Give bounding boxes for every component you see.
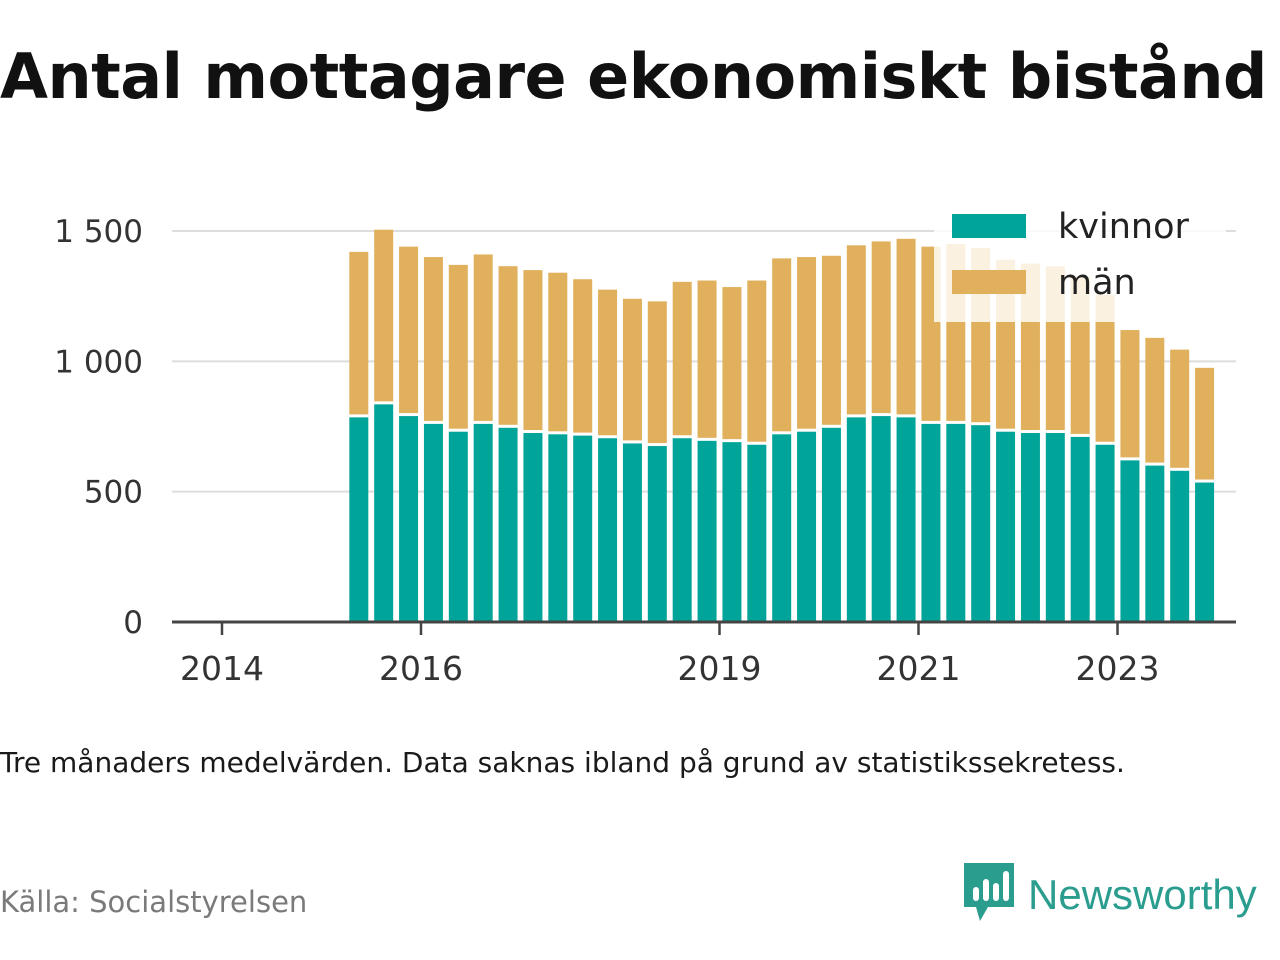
bar-man [647, 301, 667, 444]
bar-man [871, 241, 891, 414]
bar-kvinnor [797, 431, 817, 622]
x-tick-label: 2016 [379, 649, 463, 688]
bar-kvinnor [548, 434, 568, 622]
bar-kvinnor [1095, 444, 1115, 622]
bar-kvinnor [1020, 433, 1040, 622]
bar-kvinnor [622, 443, 642, 622]
bar-kvinnor [747, 444, 767, 622]
bar-kvinnor [772, 434, 792, 622]
bar-kvinnor [647, 446, 667, 622]
bar-man [1145, 337, 1165, 463]
bar-kvinnor [996, 431, 1016, 622]
brand-logo[interactable]: Newsworthy [964, 863, 1257, 927]
bars [349, 229, 1215, 622]
bar-kvinnor [374, 404, 394, 622]
bar-kvinnor [1195, 482, 1215, 622]
bar-kvinnor [473, 423, 493, 622]
bar-man [399, 246, 419, 414]
bar-man [548, 272, 568, 432]
source-text: Källa: Socialstyrelsen [0, 885, 308, 919]
chart-title: Antal mottagare ekonomiskt bistånd [0, 40, 1267, 113]
bar-man [448, 264, 468, 429]
bar-kvinnor [349, 417, 369, 622]
legend-swatch [952, 214, 1026, 238]
bar-man [722, 287, 742, 440]
bar-kvinnor [1120, 460, 1140, 622]
bar-man [697, 280, 717, 438]
bar-kvinnor [921, 423, 941, 622]
x-tick-label: 2021 [877, 649, 961, 688]
bar-kvinnor [971, 425, 991, 622]
newsworthy-logo-icon [964, 863, 1014, 927]
bar-man [672, 281, 692, 436]
stacked-bar-chart: 0 500 1 000 1 500 2014 2016 2019 2021 2023 kvin… [54, 202, 1236, 688]
bar-man [523, 270, 543, 431]
brand-name: Newsworthy [1028, 871, 1257, 918]
bar-kvinnor [871, 416, 891, 622]
bar-man [598, 289, 618, 436]
bar-kvinnor [896, 417, 916, 622]
bar-man [374, 229, 394, 402]
bar-kvinnor [946, 423, 966, 622]
legend-label: kvinnor [1058, 207, 1189, 247]
bar-man [846, 245, 866, 415]
bar-kvinnor [722, 442, 742, 622]
y-tick-label: 1 500 [54, 214, 143, 250]
y-axis-ticks: 0 500 1 000 1 500 [54, 214, 143, 641]
bar-kvinnor [399, 416, 419, 622]
legend: kvinnor män [934, 202, 1226, 322]
bar-man [473, 254, 493, 421]
bar-man [1170, 349, 1190, 468]
bar-kvinnor [423, 423, 443, 622]
bar-kvinnor [1070, 436, 1090, 622]
y-tick-label: 0 [123, 605, 143, 641]
bar-kvinnor [821, 427, 841, 622]
x-tick-label: 2014 [180, 649, 264, 688]
bar-kvinnor [573, 435, 593, 622]
bar-man [573, 279, 593, 433]
bar-kvinnor [1145, 465, 1165, 622]
bar-kvinnor [846, 417, 866, 622]
bar-kvinnor [672, 438, 692, 622]
bar-man [1095, 294, 1115, 442]
x-tick-label: 2019 [678, 649, 762, 688]
y-tick-label: 500 [84, 475, 143, 511]
bar-kvinnor [697, 440, 717, 622]
bar-kvinnor [1045, 433, 1065, 622]
legend-label: män [1058, 263, 1136, 303]
bar-man [1195, 367, 1215, 480]
x-axis: 2014 2016 2019 2021 2023 [172, 620, 1236, 688]
bar-kvinnor [598, 438, 618, 622]
bar-kvinnor [448, 431, 468, 622]
bar-man [1120, 330, 1140, 458]
bar-kvinnor [498, 427, 518, 622]
bar-man [349, 251, 369, 415]
x-tick-label: 2023 [1076, 649, 1160, 688]
bar-man [747, 280, 767, 442]
legend-swatch [952, 270, 1026, 294]
bar-man [797, 257, 817, 429]
chart-note: Tre månaders medelvärden. Data saknas ib… [0, 746, 1125, 779]
bar-kvinnor [1170, 470, 1190, 622]
bar-man [423, 257, 443, 421]
bar-man [821, 255, 841, 425]
bar-man [772, 258, 792, 432]
y-tick-label: 1 000 [54, 344, 143, 380]
bar-man [622, 298, 642, 441]
bar-man [498, 266, 518, 425]
bar-kvinnor [523, 433, 543, 622]
bar-man [896, 238, 916, 415]
